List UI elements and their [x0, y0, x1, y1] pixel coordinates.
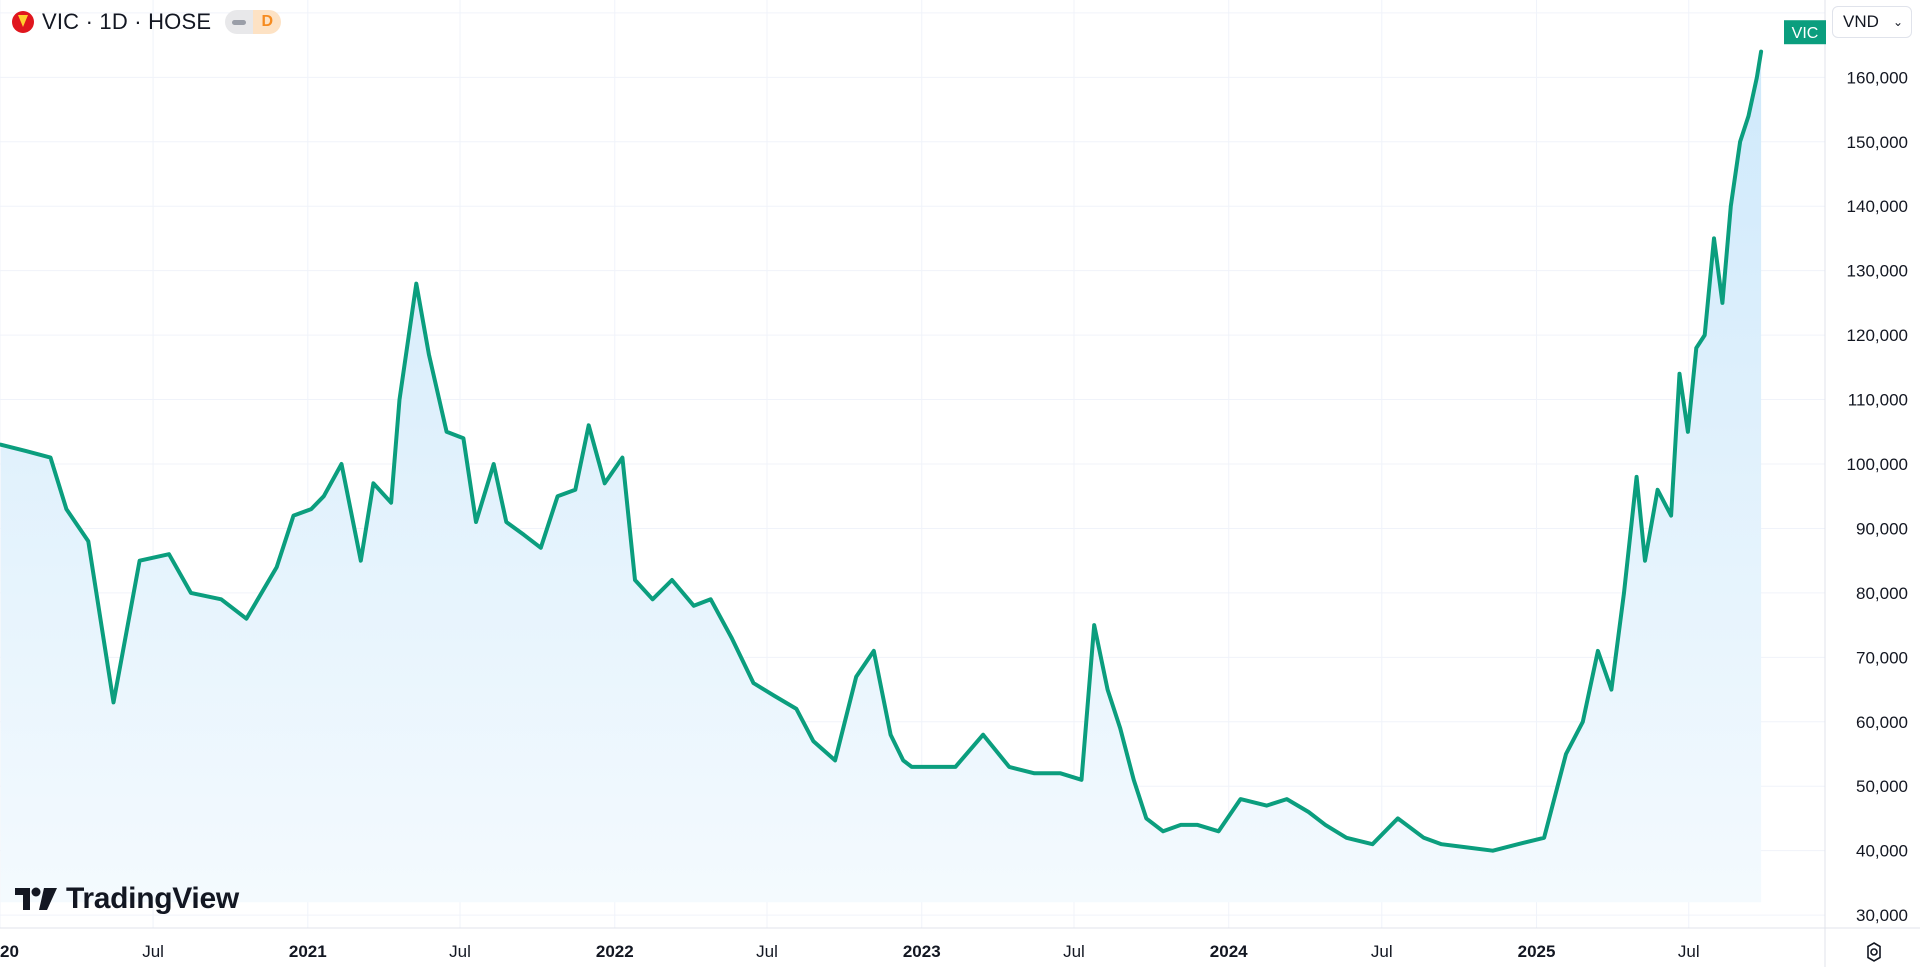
y-tick-label: 70,000: [1856, 648, 1908, 667]
y-tick-label: 130,000: [1847, 262, 1908, 281]
currency-select[interactable]: VND ⌄: [1832, 6, 1912, 38]
y-tick-label: 50,000: [1856, 777, 1908, 796]
x-tick-label: Jul: [1371, 942, 1393, 961]
x-tick-label: Jul: [756, 942, 778, 961]
y-tick-label: 100,000: [1847, 455, 1908, 474]
y-tick-label: 90,000: [1856, 519, 1908, 538]
y-tick-label: 30,000: [1856, 906, 1908, 925]
last-price-tag: [1784, 20, 1826, 45]
price-line: [0, 49, 1764, 853]
y-tick-label: 150,000: [1847, 133, 1908, 152]
y-tick-label: 80,000: [1856, 584, 1908, 603]
settings-gear-icon[interactable]: [1862, 940, 1886, 964]
y-tick-label: 40,000: [1856, 842, 1908, 861]
tradingview-mark-icon: [15, 887, 57, 910]
x-tick-label: 2025: [1518, 942, 1556, 961]
x-tick-label: Jul: [449, 942, 471, 961]
market-closed-icon: [225, 10, 254, 34]
x-tick-label: Jul: [1063, 942, 1085, 961]
x-tick-label: 2024: [1210, 942, 1248, 961]
delayed-data-badge: D: [253, 10, 282, 34]
y-tick-label: 60,000: [1856, 713, 1908, 732]
symbol-header[interactable]: VIC · 1D · HOSE D: [12, 9, 282, 35]
y-tick-label: 120,000: [1847, 326, 1908, 345]
y-tick-label: 110,000: [1848, 391, 1908, 410]
x-tick-label: 2022: [596, 942, 634, 961]
last-price-tag-label: VIC: [1792, 25, 1819, 42]
currency-label: VND: [1843, 12, 1879, 31]
y-tick-label: 140,000: [1847, 197, 1908, 216]
x-tick-label: 2021: [289, 942, 327, 961]
x-tick-label: 2020: [0, 942, 19, 961]
tradingview-wordmark: TradingView: [66, 882, 239, 915]
tradingview-logo[interactable]: TradingView: [14, 882, 239, 916]
price-area: [0, 51, 1762, 903]
x-tick-label: Jul: [142, 942, 164, 961]
y-tick-label: 160,000: [1847, 68, 1908, 87]
x-tick-label: 2023: [903, 942, 941, 961]
symbol-title: VIC · 1D · HOSE: [42, 9, 212, 34]
chevron-down-icon: ⌄: [1892, 15, 1903, 29]
x-tick-label: Jul: [1678, 942, 1700, 961]
market-status-pill[interactable]: D: [225, 10, 282, 34]
vingroup-logo-icon: [12, 11, 34, 33]
